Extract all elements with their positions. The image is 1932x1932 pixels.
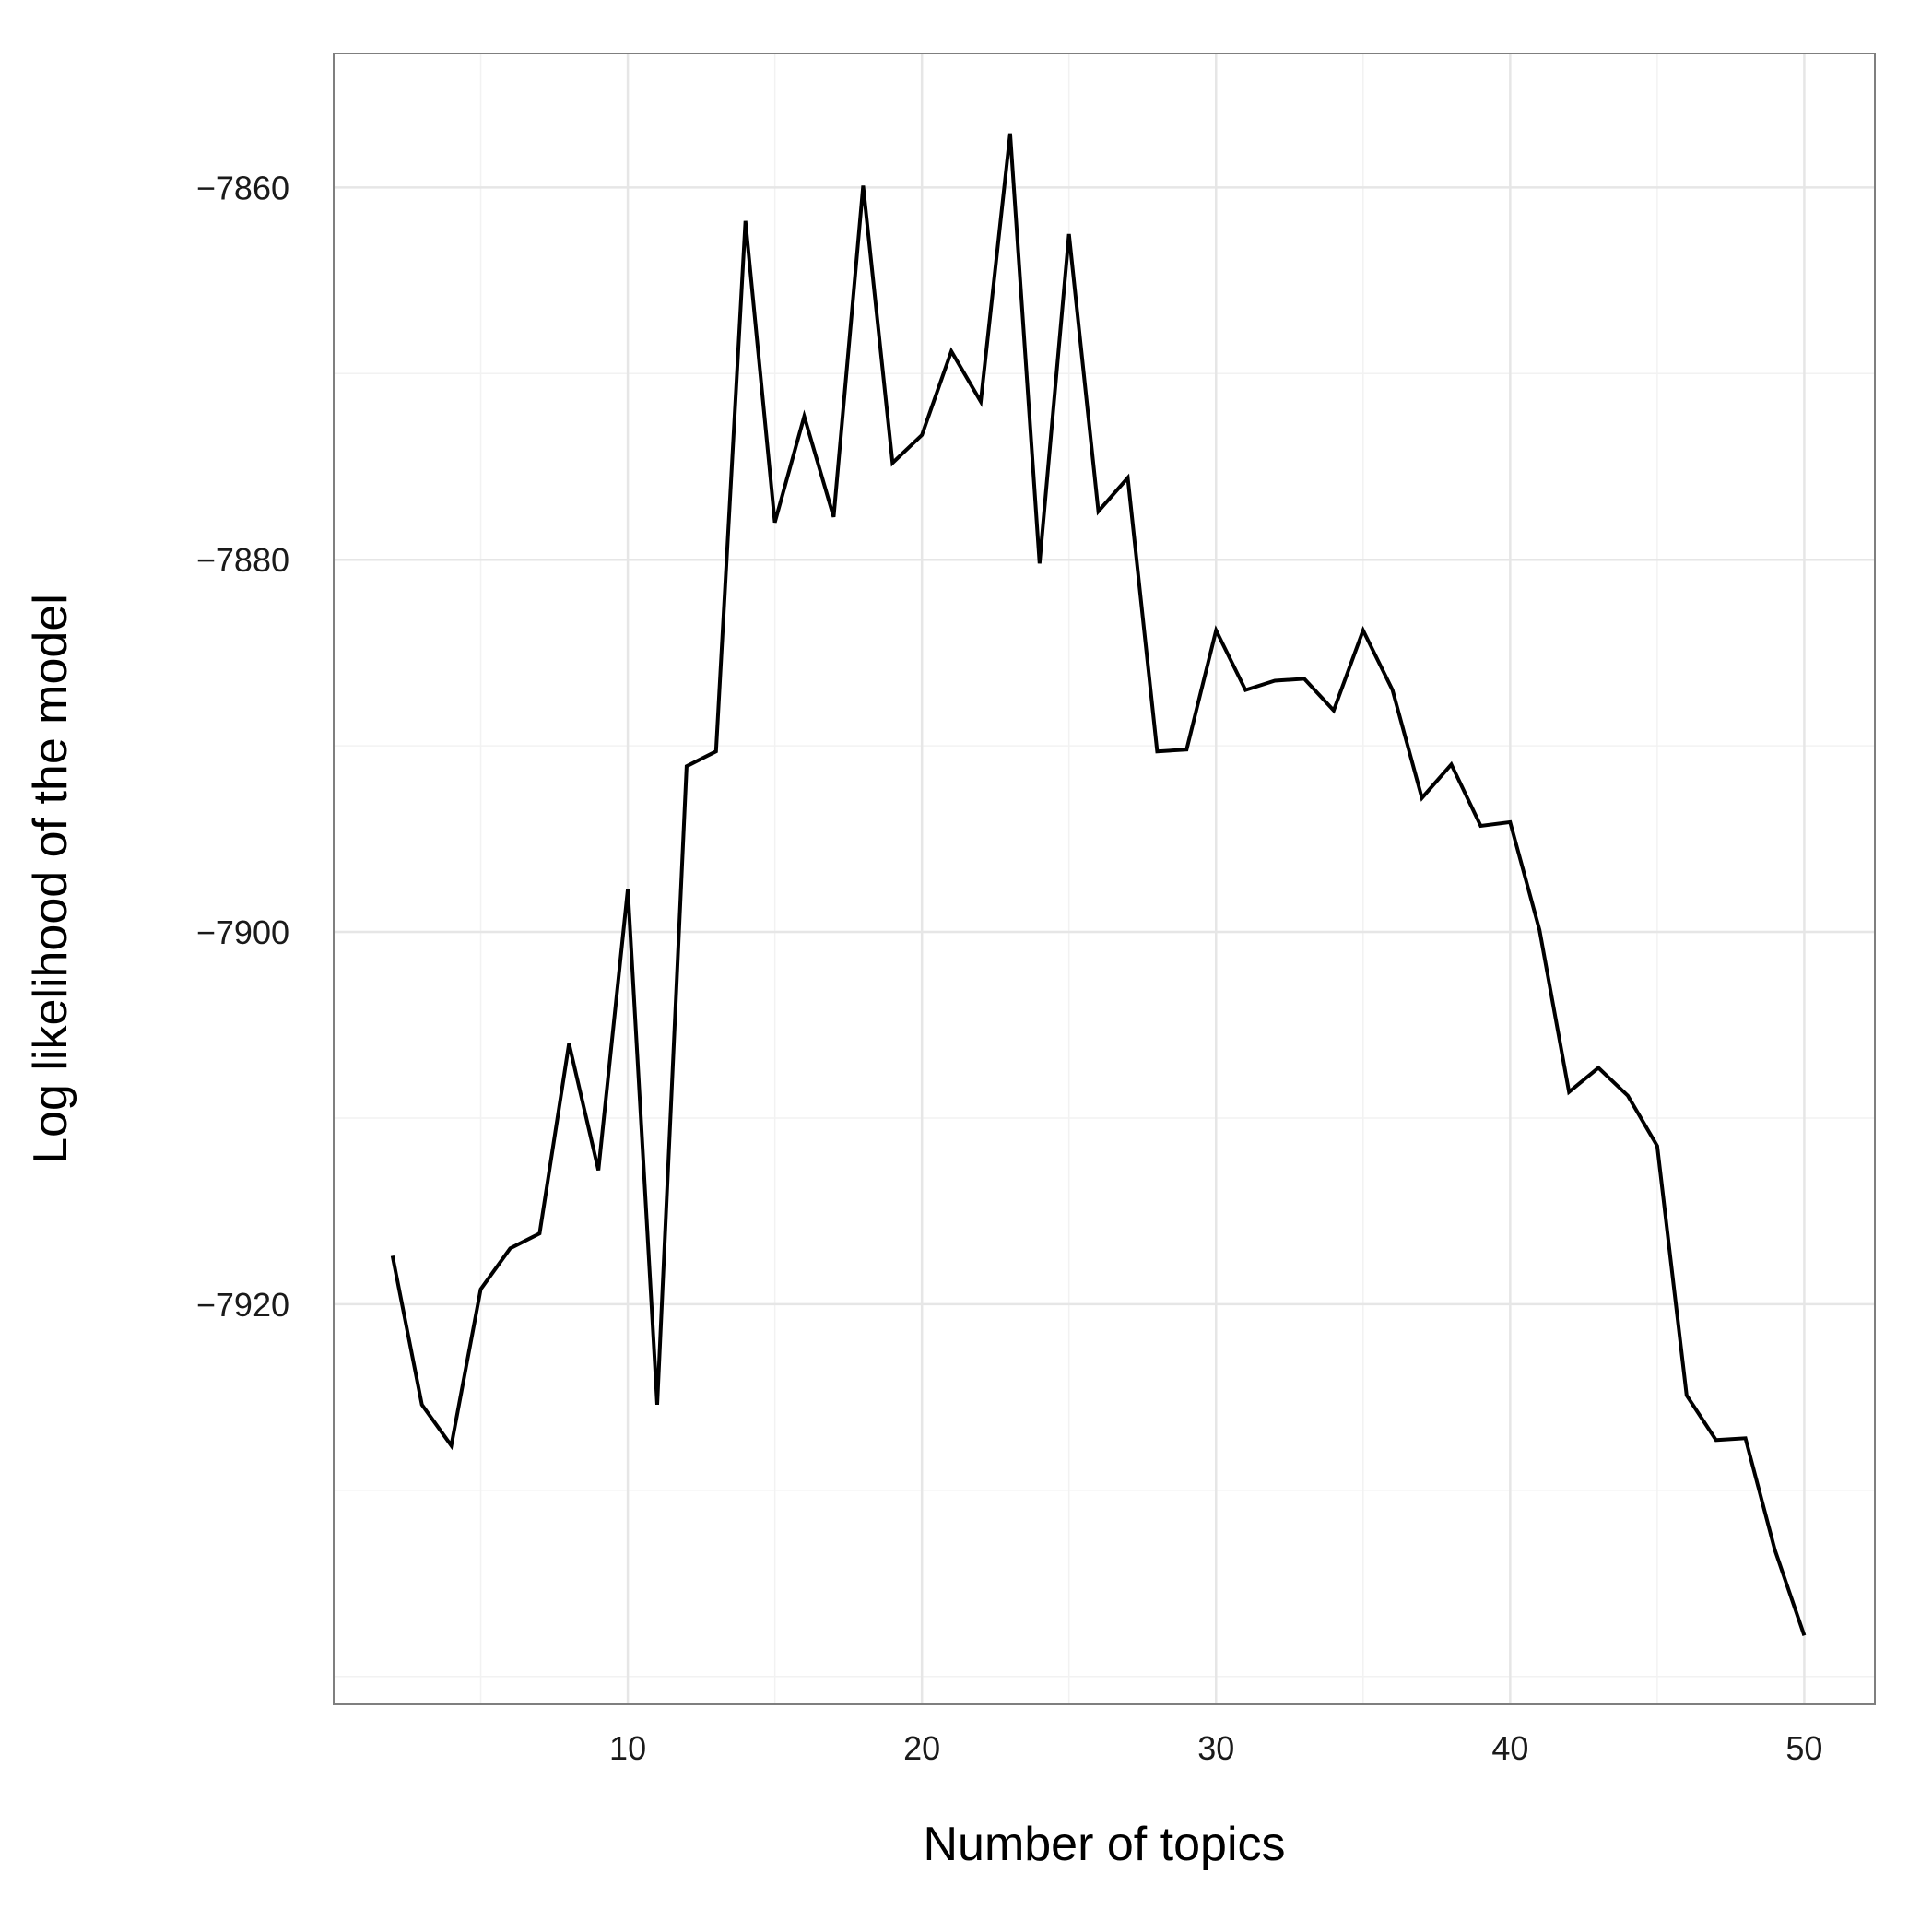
y-axis-title: Log likelihood of the model (24, 594, 77, 1164)
y-tick-label: −7920 (196, 1286, 289, 1324)
x-tick-label: 50 (1785, 1729, 1822, 1767)
x-tick-label: 30 (1197, 1729, 1234, 1767)
y-axis-ticks: −7860 −7880 −7900 −7920 (196, 169, 289, 1323)
x-axis-title: Number of topics (923, 1818, 1285, 1871)
minor-gridlines (334, 53, 1875, 1704)
x-axis-ticks: 10 20 30 40 50 (609, 1729, 1822, 1767)
major-gridlines (334, 53, 1875, 1704)
x-tick-label: 20 (903, 1729, 940, 1767)
y-tick-label: −7860 (196, 169, 289, 206)
plot-panel-border (333, 53, 1876, 1705)
y-tick-label: −7900 (196, 913, 289, 951)
x-tick-label: 10 (609, 1729, 646, 1767)
y-tick-label: −7880 (196, 541, 289, 579)
series-layer (390, 133, 1807, 1636)
x-tick-label: 40 (1491, 1729, 1528, 1767)
series-line (390, 133, 1807, 1636)
